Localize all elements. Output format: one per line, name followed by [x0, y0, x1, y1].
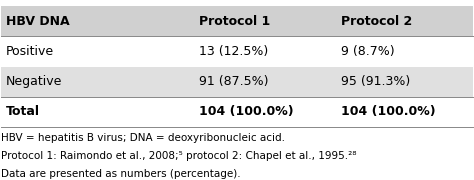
Text: 104 (100.0%): 104 (100.0%): [341, 105, 435, 118]
Text: Protocol 1: Raimondo et al., 2008;⁵ protocol 2: Chapel et al., 1995.²⁸: Protocol 1: Raimondo et al., 2008;⁵ prot…: [1, 151, 357, 161]
Text: 13 (12.5%): 13 (12.5%): [199, 45, 269, 58]
Text: 91 (87.5%): 91 (87.5%): [199, 75, 269, 88]
Text: Protocol 1: Protocol 1: [199, 15, 271, 28]
Text: Data are presented as numbers (percentage).: Data are presented as numbers (percentag…: [1, 169, 241, 179]
Text: Positive: Positive: [6, 45, 54, 58]
Bar: [1, 36, 473, 67]
Text: Protocol 2: Protocol 2: [341, 15, 412, 28]
Text: Negative: Negative: [6, 75, 63, 88]
Text: HBV DNA: HBV DNA: [6, 15, 70, 28]
Text: Total: Total: [6, 105, 40, 118]
Text: 104 (100.0%): 104 (100.0%): [199, 105, 294, 118]
Bar: [1, 97, 473, 127]
Text: 95 (91.3%): 95 (91.3%): [341, 75, 410, 88]
Text: 9 (8.7%): 9 (8.7%): [341, 45, 394, 58]
Text: HBV = hepatitis B virus; DNA = deoxyribonucleic acid.: HBV = hepatitis B virus; DNA = deoxyribo…: [1, 134, 285, 143]
Bar: [1, 67, 473, 97]
Bar: [1, 6, 473, 36]
